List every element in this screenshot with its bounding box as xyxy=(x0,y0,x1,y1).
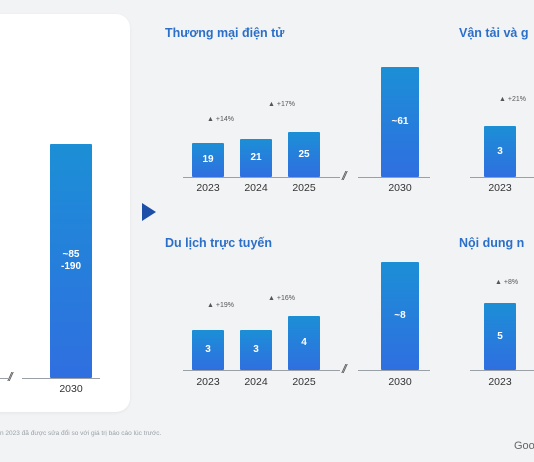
bar-value-label: 25 xyxy=(298,148,310,160)
x-tick-label: 2025 xyxy=(292,182,316,194)
x-axis-line xyxy=(470,370,534,371)
growth-label: ▲ +16% xyxy=(268,295,295,302)
x-tick-label: 2024 xyxy=(244,376,268,388)
bar xyxy=(50,144,92,378)
bar xyxy=(192,330,224,370)
brand-logo-text: Goo xyxy=(514,440,534,452)
x-tick-label: 2023 xyxy=(488,182,512,194)
x-axis-line xyxy=(470,177,534,178)
x-axis-line xyxy=(358,177,430,178)
bar xyxy=(288,132,320,177)
bar xyxy=(192,143,224,177)
x-tick-label: 2025 xyxy=(292,376,316,388)
bar-value-label: 3 xyxy=(497,145,503,157)
bar xyxy=(240,330,272,370)
chart-title: Nội dung n xyxy=(459,236,525,250)
growth-label: ▲ +21% xyxy=(499,96,526,103)
chart-title: Thương mại điện tử xyxy=(165,26,285,40)
growth-label: ▲ +8% xyxy=(495,279,519,286)
bar-value-label: ~85 -190 xyxy=(60,249,81,272)
x-tick-label: 2030 xyxy=(388,376,412,388)
axis-break-icon: // xyxy=(342,362,346,376)
bar xyxy=(240,139,272,177)
bar xyxy=(381,67,419,177)
growth-label: ▲ +19% xyxy=(207,302,234,309)
arrow-right-icon xyxy=(142,203,156,221)
bar-value-label: 5 xyxy=(497,330,503,342)
bar-value-label: 21 xyxy=(250,152,262,163)
x-tick-label: 2023 xyxy=(488,376,512,388)
x-axis-line xyxy=(183,177,340,178)
bar xyxy=(484,303,516,370)
x-axis-line xyxy=(22,378,100,379)
axis-break-icon: // xyxy=(342,169,346,183)
bar xyxy=(381,262,419,370)
x-axis-line xyxy=(358,370,430,371)
bar-value-label: 3 xyxy=(253,344,259,355)
chart-title: Du lịch trực tuyến xyxy=(165,236,272,250)
bar-value-label: ~61 xyxy=(391,116,409,127)
chart-title: Vận tải và g xyxy=(459,26,529,40)
bar-value-label: 19 xyxy=(202,154,214,165)
x-tick-label: 2024 xyxy=(244,182,268,194)
bar xyxy=(484,126,516,177)
bar-value-label: 4 xyxy=(301,337,307,348)
x-tick-label: 2023 xyxy=(196,376,220,388)
x-axis-line xyxy=(0,378,8,379)
x-tick-label: 2030 xyxy=(59,383,83,395)
bar-value-label: ~8 xyxy=(394,310,406,321)
bar-value-label: 3 xyxy=(205,344,211,355)
growth-label: ▲ +14% xyxy=(207,116,234,123)
bar xyxy=(288,316,320,370)
x-axis-line xyxy=(183,370,340,371)
x-tick-label: 2030 xyxy=(388,182,412,194)
x-tick-label: 2023 xyxy=(196,182,220,194)
footnote: n 2023 đã được sửa đổi so với giá trị bá… xyxy=(0,430,162,437)
axis-break-icon: // xyxy=(8,370,12,384)
growth-label: ▲ +17% xyxy=(268,101,295,108)
